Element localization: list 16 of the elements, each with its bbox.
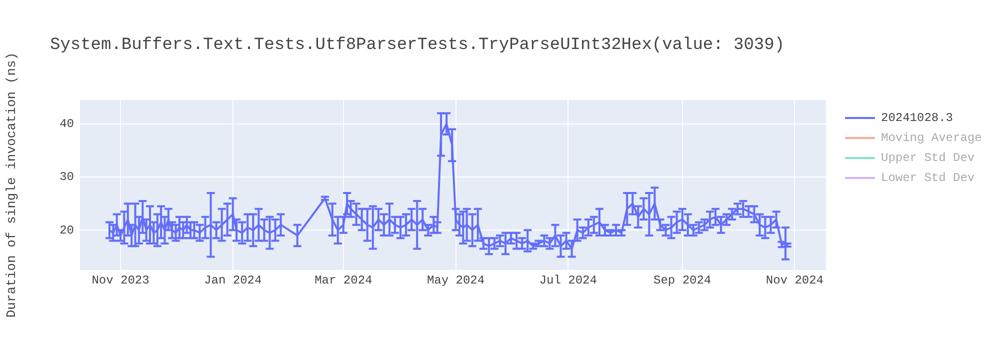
x-tick-label: Nov 2024	[766, 273, 824, 288]
legend-label: Lower Std Dev	[881, 171, 975, 185]
x-tick-label: Mar 2024	[314, 273, 372, 288]
legend-label: Moving Average	[881, 131, 982, 145]
y-tick-label: 20	[60, 223, 74, 238]
x-tick-label: Sep 2024	[654, 273, 712, 288]
legend-label: 20241028.3	[881, 111, 954, 125]
x-tick-label: May 2024	[426, 273, 485, 288]
legend-label: Upper Std Dev	[881, 151, 975, 165]
x-tick-label: Nov 2023	[92, 273, 150, 288]
y-axis-title: Duration of single invocation (ns)	[4, 52, 20, 318]
chart-title: System.Buffers.Text.Tests.Utf8ParserTests.TryParseUInt32Hex(value: 3039)	[50, 36, 785, 55]
y-tick-label: 30	[60, 170, 74, 184]
y-tick-label: 40	[60, 117, 74, 132]
x-tick-label: Jul 2024	[539, 273, 597, 288]
x-tick-label: Jan 2024	[204, 273, 262, 288]
